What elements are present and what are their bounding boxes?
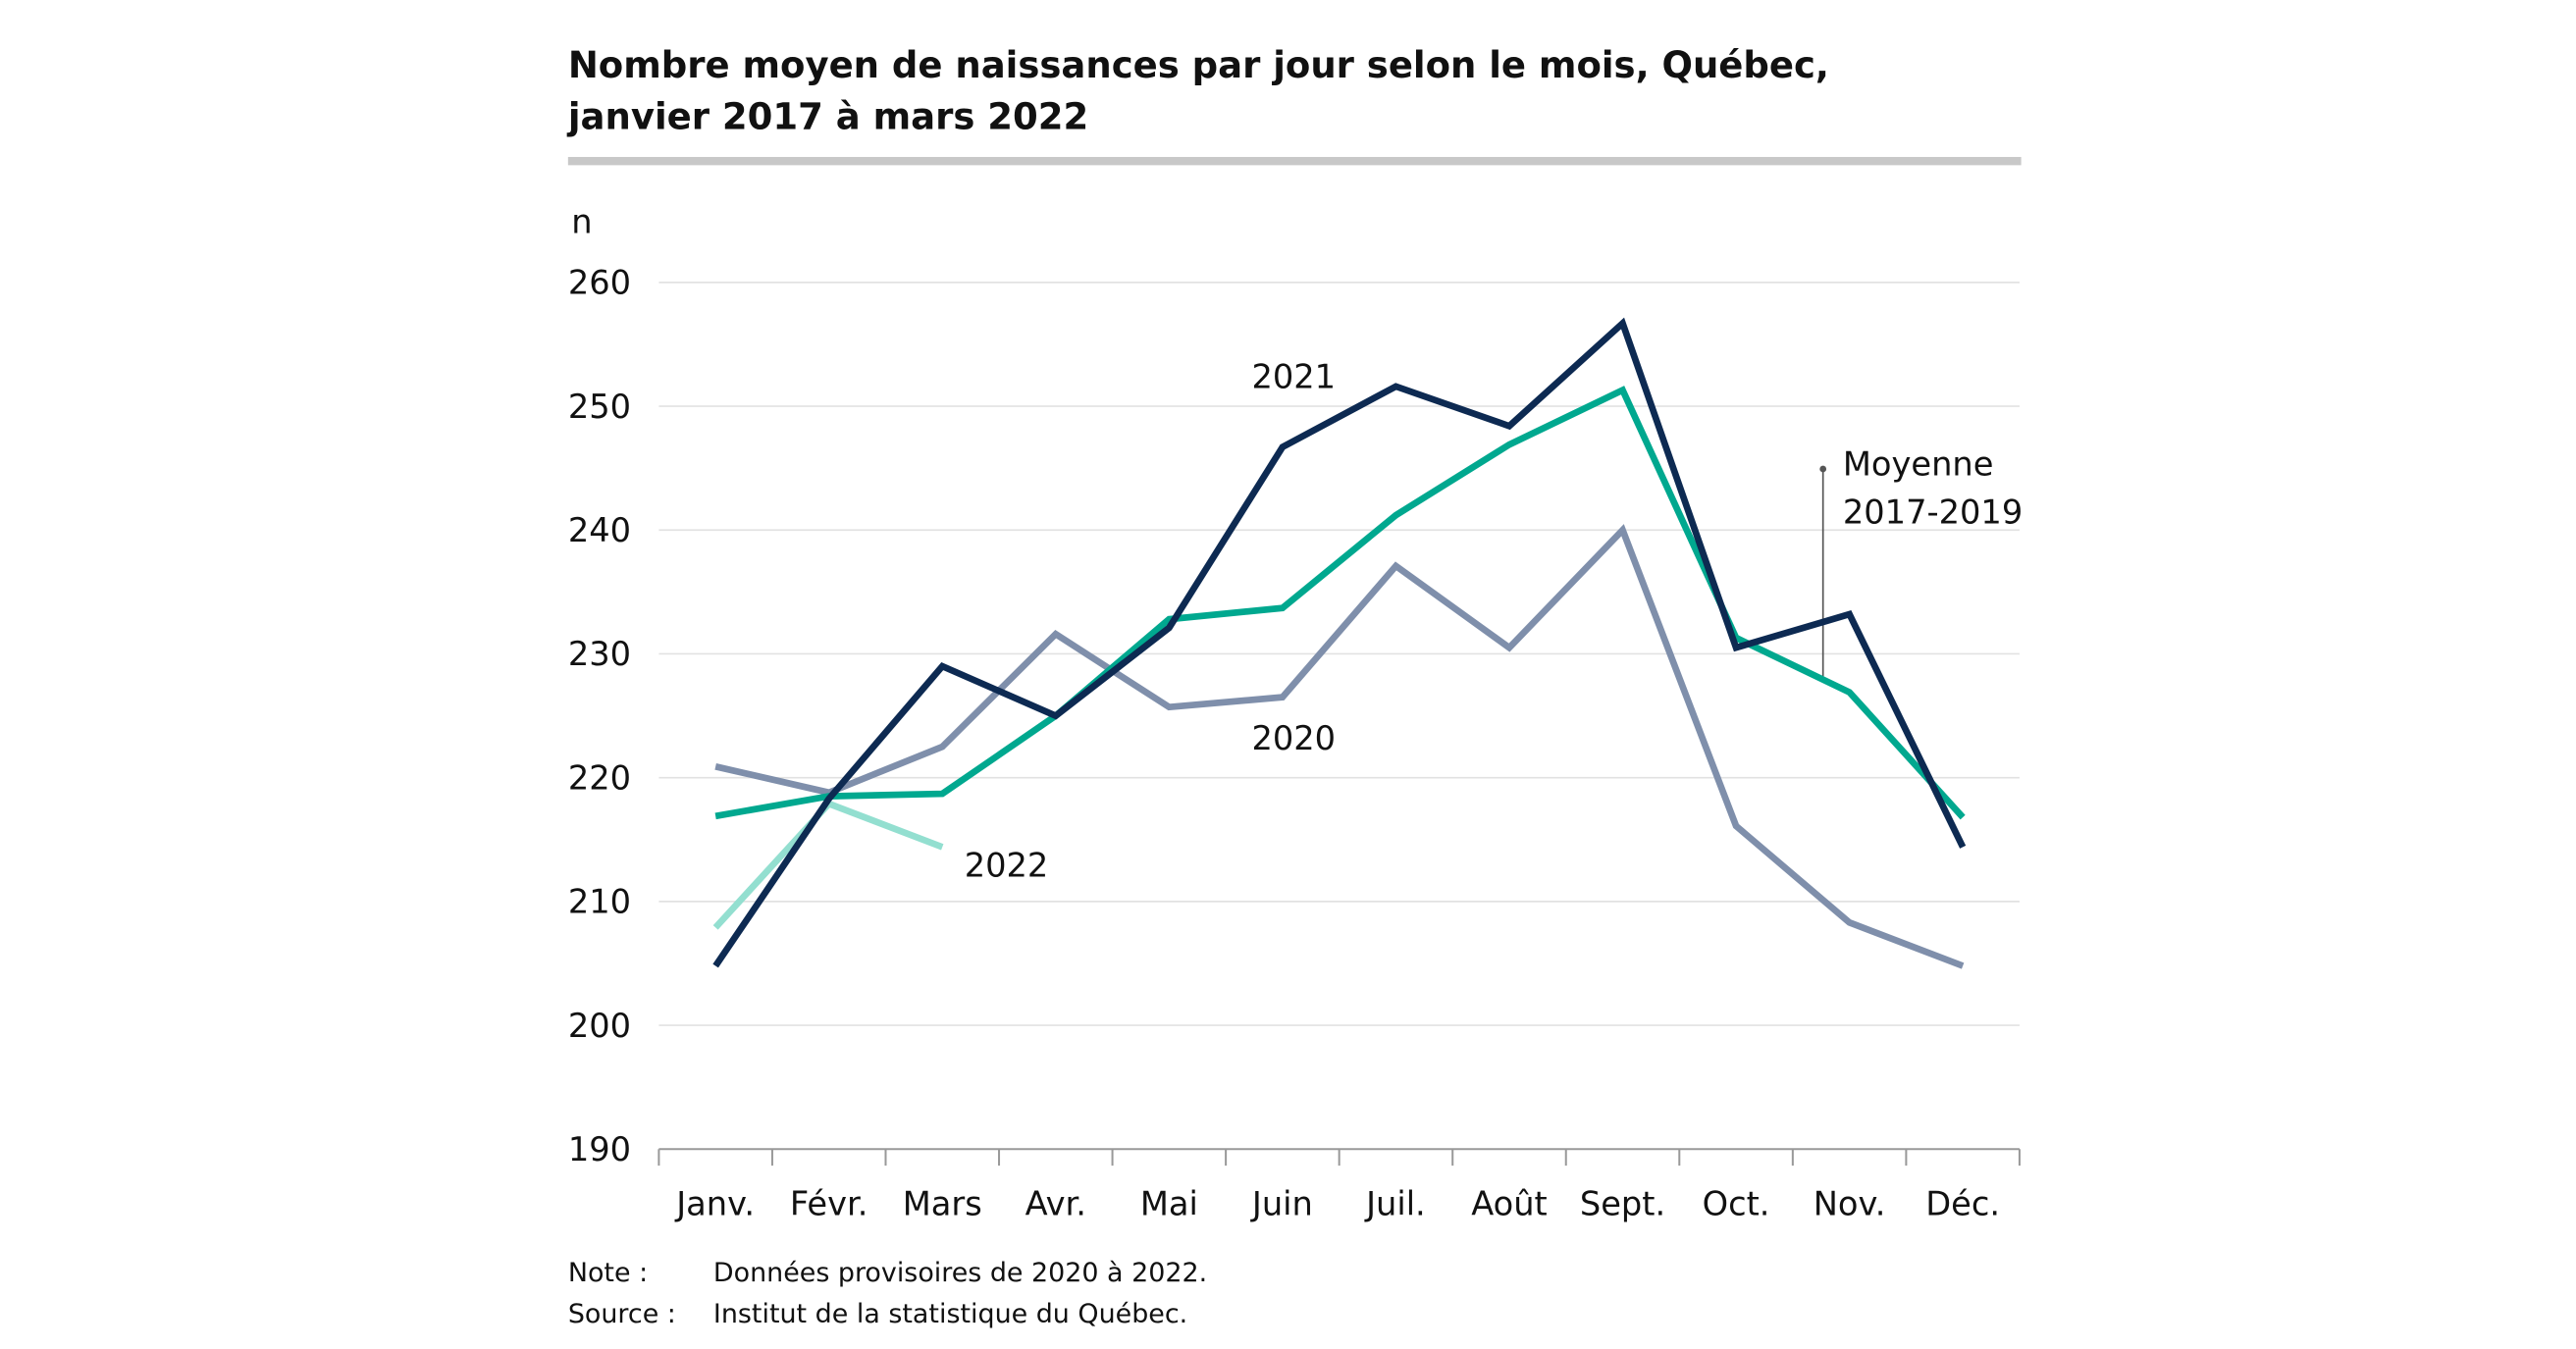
chart-title-line-1: Nombre moyen de naissances par jour selo… bbox=[568, 44, 1829, 86]
y-tick-label: 250 bbox=[568, 388, 631, 426]
y-tick-label: 200 bbox=[568, 1007, 631, 1045]
y-tick-label: 190 bbox=[568, 1130, 631, 1168]
y-tick-label: 220 bbox=[568, 758, 631, 797]
source-text: Institut de la statistique du Québec. bbox=[713, 1299, 1187, 1329]
series-label-2021: 2021 bbox=[1251, 358, 1336, 396]
x-tick-label: Janv. bbox=[674, 1185, 755, 1223]
series-label-moyenne-years: 2017-2019 bbox=[1843, 493, 2023, 532]
moyenne-leader-line bbox=[1819, 465, 1827, 678]
y-tick-label: 260 bbox=[568, 264, 631, 302]
x-tick-label: Juil. bbox=[1364, 1185, 1426, 1223]
x-tick-label: Juin bbox=[1250, 1185, 1313, 1223]
series-line-2020 bbox=[714, 524, 1965, 969]
x-tick-label: Nov. bbox=[1814, 1185, 1886, 1223]
x-tick-label: Sept. bbox=[1580, 1185, 1665, 1223]
series-line-2021 bbox=[712, 317, 1967, 968]
y-tick-label: 240 bbox=[568, 511, 631, 549]
chart-title-line-2: janvier 2017 à mars 2022 bbox=[566, 95, 1088, 137]
x-tick-label: Août bbox=[1471, 1185, 1548, 1223]
x-tick-label: Déc. bbox=[1925, 1185, 2000, 1223]
source-label: Source : bbox=[568, 1299, 676, 1329]
series-label-2020: 2020 bbox=[1251, 719, 1336, 757]
series-label-2022: 2022 bbox=[965, 847, 1049, 885]
y-tick-label: 210 bbox=[568, 883, 631, 921]
y-axis-unit-label: n bbox=[571, 202, 592, 240]
y-tick-label: 230 bbox=[568, 635, 631, 673]
series-line-2022 bbox=[712, 800, 944, 930]
x-tick-label: Févr. bbox=[790, 1185, 868, 1223]
x-tick-label: Avr. bbox=[1025, 1185, 1086, 1223]
note-label: Note : bbox=[568, 1258, 648, 1288]
series-label-moyenne: Moyenne bbox=[1843, 445, 1994, 484]
series-line-moyenne-2017-2019 bbox=[714, 386, 1966, 820]
x-tick-label: Mai bbox=[1140, 1185, 1198, 1223]
title-divider bbox=[567, 156, 2022, 166]
x-tick-label: Mars bbox=[903, 1185, 982, 1223]
note-text: Données provisoires de 2020 à 2022. bbox=[713, 1258, 1207, 1288]
x-tick-label: Oct. bbox=[1703, 1185, 1770, 1223]
